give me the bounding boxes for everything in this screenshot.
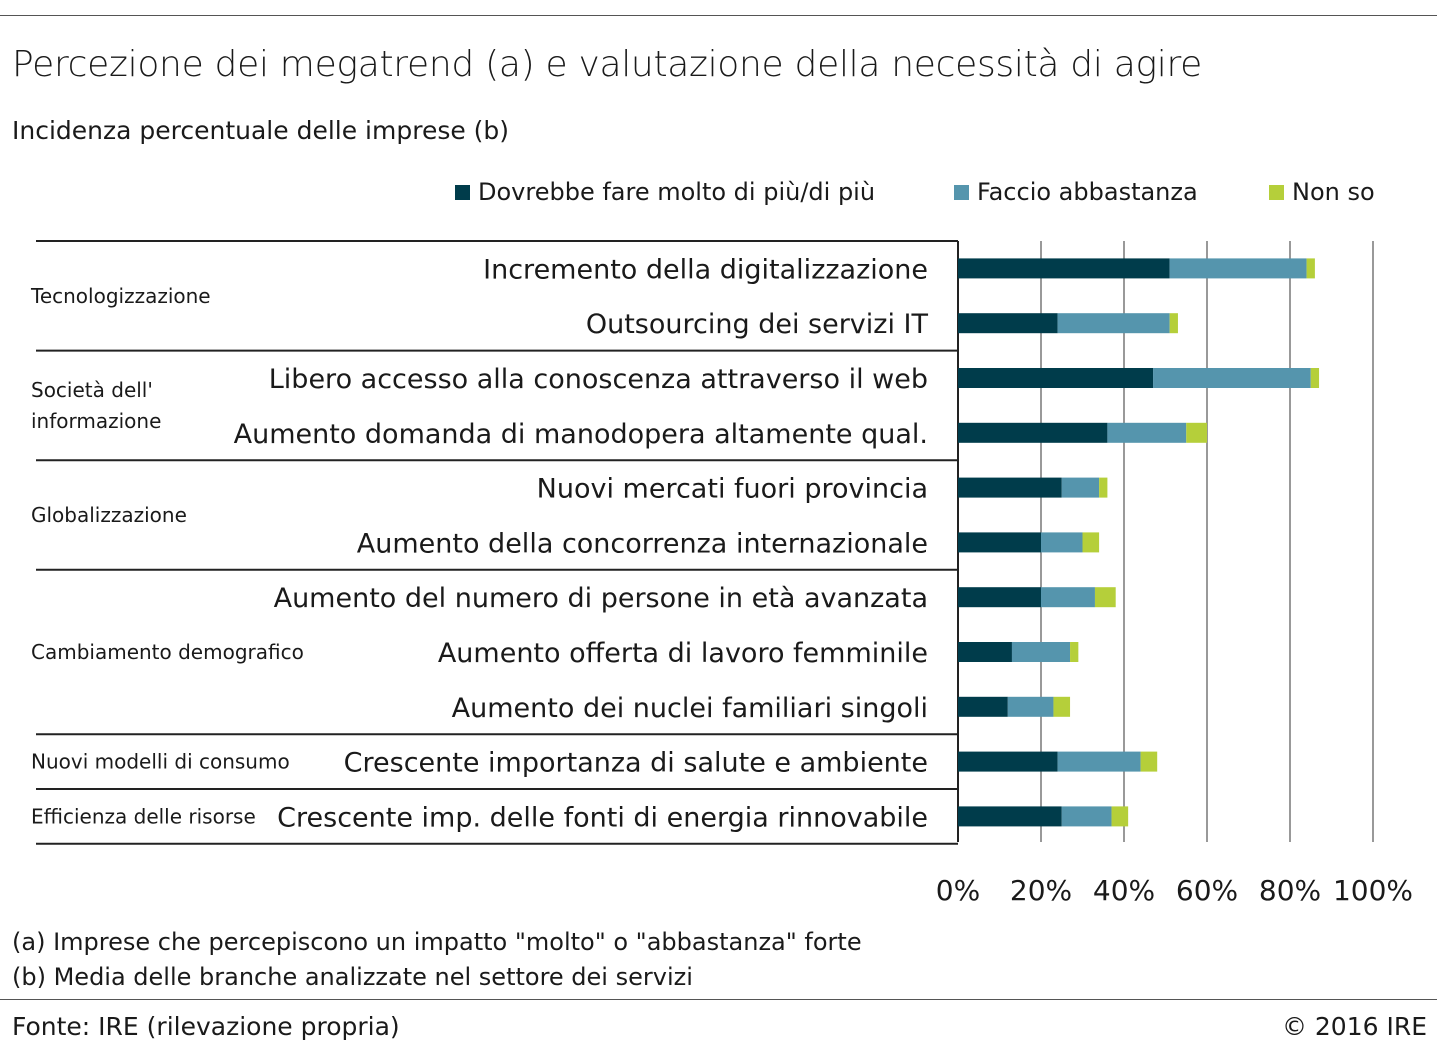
bar-segment-series-2 (1061, 477, 1100, 498)
bar-segment-series-3 (1169, 313, 1178, 334)
copyright-note: © 2016 IRE (1281, 1012, 1427, 1041)
legend-label-series-1: Dovrebbe fare molto di più/di più (478, 178, 876, 206)
bar-segment-series-2 (1061, 806, 1112, 827)
x-tick-label: 60% (1176, 874, 1238, 907)
chart-title: Percezione dei megatrend (a) e valutazio… (12, 44, 1203, 85)
bar-segment-series-1 (958, 477, 1062, 498)
legend-item-series-1: Dovrebbe fare molto di più/di più (455, 178, 875, 206)
bar-segment-series-3 (1186, 422, 1207, 443)
x-tick-label: 20% (1010, 874, 1072, 907)
category-label: Aumento del numero di persone in età ava… (274, 583, 928, 614)
category-label: Aumento dei nuclei familiari singoli (452, 693, 928, 724)
group-label: Efficienza delle risorse (31, 804, 256, 828)
bar-segment-series-1 (958, 532, 1041, 553)
x-tick-label: 100% (1333, 874, 1413, 907)
group-label: Nuovi modelli di consumo (31, 750, 290, 774)
bar-segment-series-1 (958, 751, 1058, 772)
bar-segment-series-2 (1041, 587, 1095, 608)
bar-segment-series-1 (958, 258, 1170, 279)
x-tick-label: 40% (1093, 874, 1155, 907)
chart-subtitle: Incidenza percentuale delle imprese (b) (12, 116, 510, 145)
bar-segment-series-2 (1041, 532, 1083, 553)
footnote-a: (a) Imprese che percepiscono un impatto … (12, 928, 862, 956)
category-label: Aumento offerta di lavoro femminile (438, 638, 928, 669)
category-label: Nuovi mercati fuori provincia (537, 474, 928, 505)
legend-swatch-series-3 (1269, 184, 1284, 200)
legend-item-series-2: Faccio abbastanza (954, 178, 1198, 206)
footer-rule (0, 999, 1437, 1000)
bar-segment-series-2 (1153, 368, 1311, 388)
bar-segment-series-1 (958, 422, 1108, 443)
legend-label-series-2: Faccio abbastanza (977, 178, 1198, 206)
group-label: Tecnologizzazione (30, 284, 211, 308)
group-label: Società dell' (31, 378, 153, 402)
bar-segment-series-1 (958, 642, 1012, 662)
bar-segment-series-3 (1306, 258, 1315, 279)
bar-segment-series-2 (1007, 696, 1054, 717)
bar-segment-series-2 (1057, 313, 1170, 334)
bar-segment-series-3 (1111, 806, 1129, 827)
bar-segment-series-1 (958, 587, 1041, 608)
footnote-b: (b) Media delle branche analizzate nel s… (12, 963, 693, 991)
category-label: Aumento della concorrenza internazionale (357, 528, 928, 559)
x-tick-label: 80% (1259, 874, 1321, 907)
bar-segment-series-2 (1169, 258, 1307, 279)
top-rule (0, 15, 1437, 16)
category-label: Crescente importanza di salute e ambient… (344, 748, 928, 779)
footnotes: (a) Imprese che percepiscono un impatto … (12, 925, 862, 995)
bar-segment-series-3 (1094, 587, 1116, 608)
category-label: Libero accesso alla conoscenza attravers… (269, 364, 928, 395)
bar-segment-series-3 (1140, 751, 1158, 772)
category-label: Outsourcing dei servizi IT (586, 309, 929, 340)
bar-segment-series-3 (1082, 532, 1100, 553)
category-label: Incremento della digitalizzazione (483, 254, 928, 285)
bar-segment-series-1 (958, 313, 1058, 334)
group-label: informazione (31, 409, 161, 433)
bar-segment-series-1 (958, 368, 1154, 388)
legend-swatch-series-2 (954, 184, 969, 200)
bar-segment-series-2 (1011, 642, 1071, 662)
category-label: Crescente imp. delle fonti di energia ri… (277, 802, 928, 833)
bar-segment-series-3 (1053, 696, 1071, 717)
source-note: Fonte: IRE (rilevazione propria) (12, 1012, 400, 1041)
bar-segment-series-3 (1099, 477, 1108, 498)
bar-segment-series-3 (1310, 368, 1320, 388)
legend: Dovrebbe fare molto di più/di più Faccio… (0, 178, 1437, 214)
category-label: Aumento domanda di manodopera altamente … (234, 419, 928, 450)
group-label: Cambiamento demografico (31, 640, 304, 664)
bar-segment-series-2 (1107, 422, 1187, 443)
legend-item-series-3: Non so (1269, 178, 1375, 206)
bar-segment-series-1 (958, 806, 1062, 827)
legend-swatch-series-1 (455, 184, 470, 200)
bar-segment-series-2 (1057, 751, 1141, 772)
group-label: Globalizzazione (31, 503, 187, 527)
bar-segment-series-3 (1070, 642, 1079, 662)
bar-segment-series-1 (958, 696, 1008, 717)
legend-label-series-3: Non so (1292, 178, 1375, 206)
x-tick-label: 0% (936, 874, 980, 907)
